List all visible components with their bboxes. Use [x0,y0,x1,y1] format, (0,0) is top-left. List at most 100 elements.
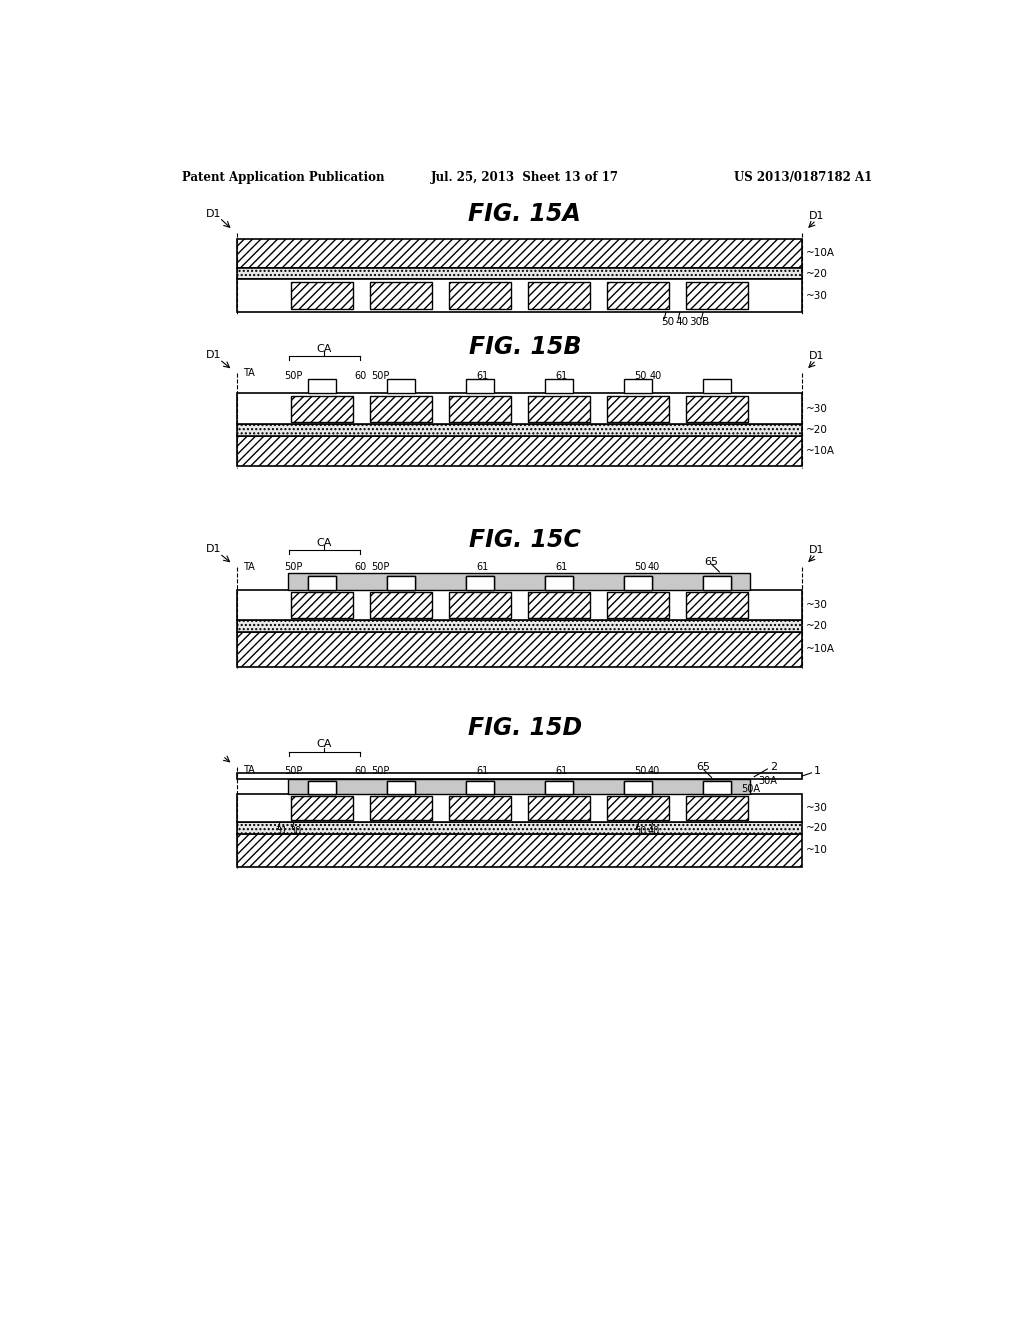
Text: 50P: 50P [372,562,390,573]
Text: CA: CA [316,537,332,548]
Bar [624,379,652,393]
Bar [545,781,572,793]
Text: 50: 50 [634,371,646,381]
Bar [624,576,652,590]
Text: 50: 50 [634,767,646,776]
Text: 1: 1 [814,767,821,776]
Bar [703,576,731,590]
Bar [237,590,802,620]
Text: Patent Application Publication: Patent Application Publication [182,172,385,185]
Bar [528,282,590,309]
Bar [237,268,802,280]
Text: FIG. 15D: FIG. 15D [468,717,582,741]
Text: 50A: 50A [741,784,760,795]
Bar [237,436,802,466]
Bar [237,834,802,867]
Text: 50P: 50P [285,562,303,573]
Bar [237,239,802,268]
Bar [237,424,802,436]
Text: ~10A: ~10A [806,446,836,455]
Text: ~30: ~30 [806,290,828,301]
Bar [607,282,669,309]
Text: 40: 40 [675,317,688,326]
Bar [370,796,432,820]
Bar [387,576,415,590]
Bar [449,591,511,618]
Bar [545,576,572,590]
Bar [237,632,802,667]
Bar [237,793,802,822]
Bar [449,282,511,309]
Bar [308,781,336,793]
Text: 2: 2 [770,763,777,772]
Text: D1: D1 [206,544,221,554]
Bar [703,576,731,590]
Bar [308,379,336,393]
Text: 40: 40 [649,371,662,381]
Bar [703,781,731,793]
Text: US 2013/0187182 A1: US 2013/0187182 A1 [734,172,872,185]
Text: D1: D1 [809,545,824,556]
Text: 61: 61 [555,371,567,381]
Bar [686,396,748,422]
Text: TA: TA [243,764,254,775]
Text: ~20: ~20 [806,425,828,434]
Bar [624,781,652,793]
Text: FIG. 15B: FIG. 15B [469,335,581,359]
Text: 61: 61 [476,371,488,381]
Text: ~30: ~30 [806,601,828,610]
Text: ~30: ~30 [806,404,828,413]
Bar [607,396,669,422]
Bar [387,781,415,793]
Text: 40: 40 [648,826,660,837]
Text: ~10A: ~10A [806,248,836,259]
Text: ~30: ~30 [806,803,828,813]
Text: 61: 61 [476,767,488,776]
Text: ~10A: ~10A [806,644,836,655]
Bar [237,774,802,779]
Text: 65: 65 [696,763,710,772]
Text: ~20: ~20 [806,268,828,279]
Text: FIG. 15C: FIG. 15C [469,528,581,552]
Bar [528,591,590,618]
Text: 50: 50 [634,826,646,837]
Text: CA: CA [316,343,332,354]
Bar [466,576,494,590]
Bar [449,396,511,422]
Text: ~10: ~10 [806,845,828,855]
Bar [237,393,802,424]
Text: 60: 60 [354,371,367,381]
Bar [607,796,669,820]
Text: 30: 30 [289,826,301,837]
Text: D1: D1 [809,351,824,362]
Text: D1: D1 [809,211,824,222]
Bar [624,781,652,793]
Text: D1: D1 [206,350,221,360]
Bar [237,280,802,313]
Text: 30A: 30A [758,776,777,787]
Bar [370,282,432,309]
Bar [686,796,748,820]
Bar [308,576,336,590]
Bar [528,396,590,422]
Text: 50P: 50P [285,371,303,381]
Bar [545,576,572,590]
Text: 60: 60 [354,767,367,776]
Bar [237,620,802,632]
Text: TA: TA [243,562,254,573]
Bar [466,781,494,793]
Bar [370,396,432,422]
Bar [289,779,751,793]
Bar [466,379,494,393]
Bar [308,576,336,590]
Text: 50: 50 [662,317,675,326]
Text: 60: 60 [354,562,367,573]
Bar [237,822,802,834]
Text: 50P: 50P [372,767,390,776]
Bar [545,379,572,393]
Text: D1: D1 [206,209,221,219]
Bar [291,396,352,422]
Bar [291,282,352,309]
Text: Jul. 25, 2013  Sheet 13 of 17: Jul. 25, 2013 Sheet 13 of 17 [431,172,618,185]
Bar [528,796,590,820]
